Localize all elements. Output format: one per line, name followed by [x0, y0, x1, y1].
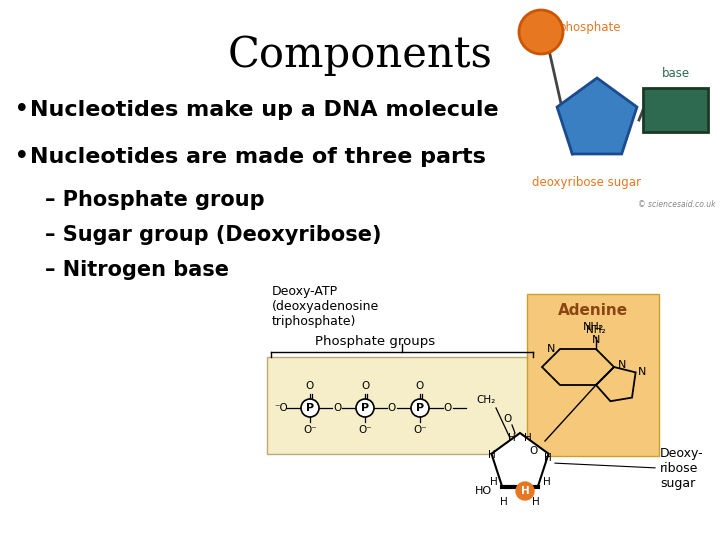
Text: deoxyribose sugar: deoxyribose sugar — [533, 176, 642, 189]
Text: O⁻: O⁻ — [303, 425, 317, 435]
Text: •: • — [14, 144, 30, 170]
Text: P: P — [416, 403, 424, 413]
Text: O: O — [361, 381, 369, 391]
Text: O⁻: O⁻ — [413, 425, 427, 435]
Text: © sciencesaid.co.uk: © sciencesaid.co.uk — [637, 200, 715, 209]
Text: phosphate: phosphate — [559, 21, 621, 33]
Text: – Phosphate group: – Phosphate group — [45, 190, 265, 210]
FancyBboxPatch shape — [527, 294, 659, 456]
Text: HO: HO — [475, 486, 492, 496]
Text: Phosphate groups: Phosphate groups — [315, 335, 435, 348]
Text: Nucleotides are made of three parts: Nucleotides are made of three parts — [30, 147, 486, 167]
Text: O: O — [444, 403, 452, 413]
Text: Adenine: Adenine — [558, 303, 628, 318]
Text: Nucleotides make up a DNA molecule: Nucleotides make up a DNA molecule — [30, 100, 499, 120]
FancyBboxPatch shape — [267, 357, 534, 454]
Circle shape — [516, 482, 534, 500]
Polygon shape — [492, 433, 549, 487]
Circle shape — [519, 10, 563, 54]
Text: ⁻O: ⁻O — [274, 403, 288, 413]
Text: Components: Components — [228, 34, 492, 76]
Text: H: H — [508, 433, 516, 443]
Text: base: base — [662, 67, 690, 80]
Text: O: O — [416, 381, 424, 391]
Text: •: • — [14, 97, 30, 123]
Text: Deoxy-ATP
(deoxyadenosine
triphosphate): Deoxy-ATP (deoxyadenosine triphosphate) — [272, 285, 379, 328]
Text: O: O — [530, 446, 538, 456]
Text: O: O — [388, 403, 396, 413]
FancyBboxPatch shape — [643, 88, 708, 132]
Text: O⁻: O⁻ — [358, 425, 372, 435]
Text: Deoxy-
ribose
sugar: Deoxy- ribose sugar — [660, 447, 703, 489]
Text: N: N — [592, 335, 600, 345]
Text: P: P — [306, 403, 314, 413]
Text: H: H — [500, 497, 508, 507]
Circle shape — [356, 399, 374, 417]
Text: H: H — [488, 450, 496, 460]
Text: NH₂: NH₂ — [582, 322, 603, 332]
Text: H: H — [543, 477, 550, 487]
Text: H: H — [524, 433, 532, 443]
Text: H: H — [544, 453, 552, 463]
Text: H: H — [521, 486, 529, 496]
Text: – Sugar group (Deoxyribose): – Sugar group (Deoxyribose) — [45, 225, 382, 245]
Circle shape — [411, 399, 429, 417]
Text: P: P — [361, 403, 369, 413]
Text: CH₂: CH₂ — [476, 395, 495, 405]
Text: H: H — [532, 497, 539, 507]
Text: N: N — [546, 344, 555, 354]
Text: N: N — [638, 367, 646, 377]
Circle shape — [301, 399, 319, 417]
Text: H: H — [490, 477, 498, 487]
Text: O: O — [306, 381, 314, 391]
Text: NH₂: NH₂ — [586, 325, 606, 335]
Polygon shape — [557, 78, 637, 154]
Text: O: O — [333, 403, 341, 413]
Text: O: O — [504, 414, 512, 424]
Text: – Nitrogen base: – Nitrogen base — [45, 260, 229, 280]
Text: N: N — [618, 360, 626, 370]
